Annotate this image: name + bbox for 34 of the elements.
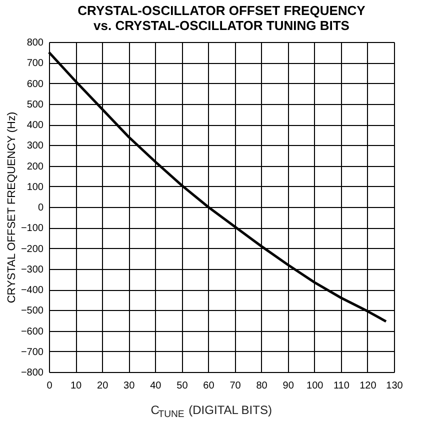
y-tick-label: 800	[26, 38, 44, 48]
x-tick-label: 80	[256, 380, 268, 392]
y-tick-label: −200	[20, 244, 44, 255]
y-tick-label: 0	[38, 202, 44, 214]
y-tick-label: 100	[26, 182, 44, 193]
y-tick-label: −100	[20, 223, 44, 234]
y-tick-label: 600	[26, 78, 44, 90]
text: vs. CRYSTAL-OSCILLATOR TUNING BITS	[94, 18, 350, 33]
x-tick-label: 50	[176, 380, 188, 392]
x-tick-label: 40	[150, 380, 162, 392]
y-tick-label: 300	[26, 140, 44, 152]
x-tick-label: 90	[282, 380, 294, 392]
text: CRYSTAL-OSCILLATOR OFFSET FREQUENCY	[78, 3, 366, 18]
y-tick-label: 200	[26, 161, 44, 172]
x-tick-label: 10	[70, 380, 82, 392]
y-tick-label: 400	[26, 120, 44, 131]
x-tick-label: 110	[333, 380, 350, 392]
x-tick-label: 70	[230, 380, 242, 392]
x-tick-label: 0	[46, 380, 53, 392]
y-tick-label: −700	[20, 346, 44, 358]
y-tick-label: 500	[26, 99, 44, 110]
y-tick-label: −600	[20, 326, 44, 338]
y-tick-label: −300	[20, 264, 44, 276]
y-tick-label: −500	[20, 306, 44, 317]
x-tick-label: 120	[360, 380, 377, 392]
x-tick-label: 20	[97, 380, 109, 392]
y-tick-label: 700	[26, 58, 44, 70]
x-tick-label: 100	[306, 380, 324, 392]
x-tick-label: 30	[124, 380, 136, 392]
y-tick-label: −400	[20, 285, 44, 296]
y-tick-label: −800	[20, 368, 44, 378]
y-axis-title: CRYSTAL OFFSET FREQUENCY (Hz)	[6, 112, 18, 304]
x-tick-label: 130	[386, 380, 404, 392]
x-tick-label: 60	[203, 380, 215, 392]
